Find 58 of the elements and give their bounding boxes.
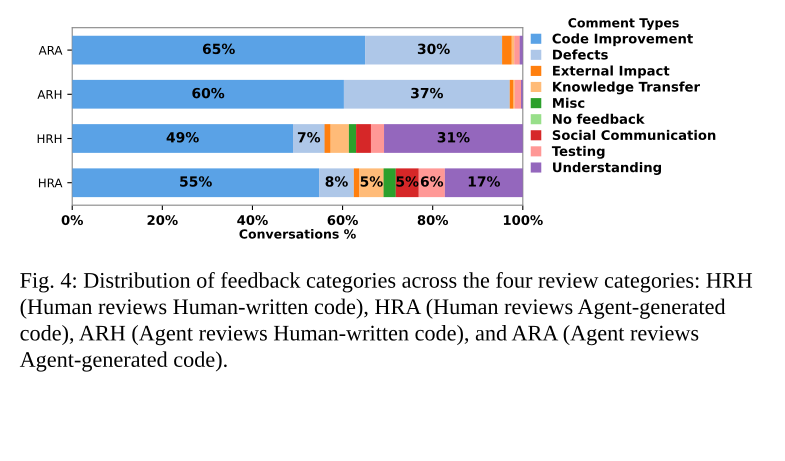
legend-label: Misc: [553, 98, 584, 108]
bar: [384, 124, 523, 153]
x-tick-label: 20%: [148, 215, 178, 226]
bar: [293, 124, 325, 153]
bar: [330, 124, 349, 153]
bar: [514, 36, 520, 64]
bar: [444, 168, 523, 198]
data-label: 49%: [166, 132, 199, 143]
legend-label: Defects: [553, 49, 608, 60]
bar: [319, 168, 354, 198]
data-label: 7%: [298, 132, 320, 143]
bar: [72, 80, 344, 109]
legend-label: Code Improvement: [552, 33, 693, 46]
bar: [344, 80, 510, 109]
data-label: 55%: [180, 176, 212, 187]
bar: [514, 80, 522, 109]
legend-label: Understanding: [553, 162, 661, 175]
bar: [356, 124, 371, 153]
bar: [72, 168, 320, 198]
data-label: 5%: [396, 176, 419, 187]
caption: Fig. 4: Distribution of feedback categories across the four review categories: HRH (Human reviews Human-written code), HRA (Human reviews Agent-generated code), ARH (Agent reviews Human-written code), and ARA (Agent reviews Agent-generated code).: [20, 272, 752, 372]
data-label: 30%: [418, 44, 450, 54]
y-tick-label: HRA: [38, 178, 62, 188]
bar: [512, 36, 514, 64]
x-tick-label: 40%: [237, 215, 268, 226]
bar: [354, 168, 360, 198]
data-label: 65%: [202, 44, 235, 54]
data-label: 60%: [192, 88, 224, 98]
x-tick-label: 0%: [62, 215, 83, 226]
bar: [72, 36, 366, 64]
x-tick-label: 80%: [418, 215, 448, 226]
x-axis-title: Conversations %: [239, 229, 356, 239]
data-label: 17%: [468, 176, 500, 187]
bar: [384, 168, 396, 198]
legend-label: External Impact: [553, 65, 670, 78]
bar: [348, 124, 356, 153]
y-tick-label: HRH: [38, 134, 62, 143]
bar: [370, 124, 384, 153]
legend-label: Social Communication: [552, 130, 716, 140]
data-label: 8%: [326, 176, 348, 187]
data-label: 6%: [420, 176, 444, 187]
bar: [510, 80, 514, 109]
y-tick-label: ARH: [37, 90, 62, 99]
bar: [324, 124, 330, 153]
y-tick-label: ARA: [38, 46, 62, 55]
bar: [520, 36, 523, 64]
data-label: 5%: [360, 176, 383, 187]
legend-label: Knowledge Transfer: [553, 82, 700, 94]
data-label: 37%: [411, 88, 444, 98]
data-label: 31%: [438, 132, 470, 143]
legend-label: Testing: [552, 146, 604, 159]
bar: [365, 36, 502, 64]
legend-title: Comment Types: [568, 18, 679, 30]
bar: [502, 36, 512, 64]
x-tick-label: 100%: [504, 215, 543, 226]
x-tick-label: 60%: [328, 215, 358, 226]
bar: [72, 124, 294, 153]
legend-label: No feedback: [553, 114, 645, 124]
